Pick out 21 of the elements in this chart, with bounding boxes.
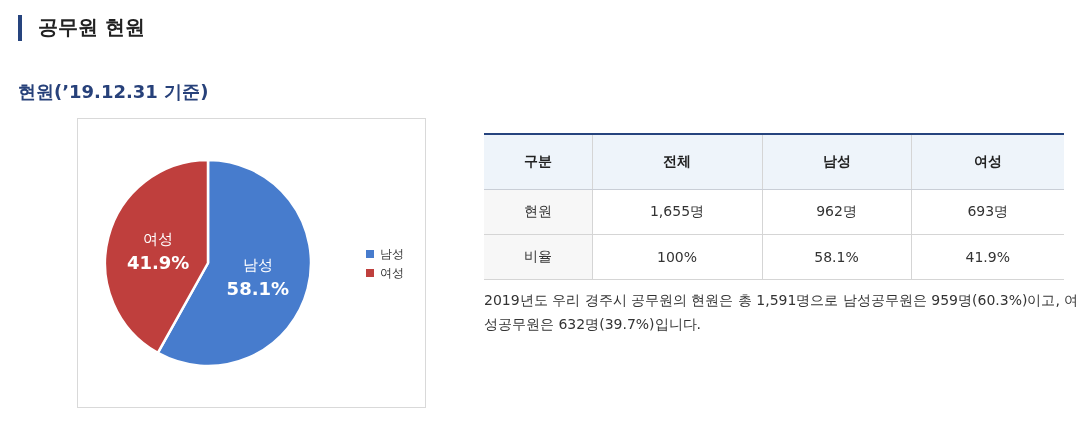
chart-title: 공무원 현원 — [38, 14, 145, 41]
text: 2019년도 우리 경주시 공무원의 현원은 총 1,591명으로 남성공무원은 959명(60.3%)이고, 여성공무원은 632명(39.7%)입니다. — [484, 291, 1080, 334]
text: 58.1% — [814, 249, 859, 265]
chart-subtitle: 현원(’19.12.31 기준) — [18, 80, 209, 104]
text: 41.9% — [965, 249, 1010, 265]
category-label: 남성 — [762, 134, 911, 190]
text: 693명 — [967, 203, 1009, 219]
slice-label: 남성 — [242, 255, 273, 274]
text: 구분 — [484, 134, 592, 190]
category-label: 비율 — [523, 248, 552, 264]
category-label: 현원 — [523, 203, 552, 219]
slice-label: 여성 — [143, 230, 174, 249]
text: 962명 — [816, 203, 857, 219]
data-label: 41.9% — [126, 252, 190, 274]
text: 1,655명 — [649, 203, 705, 219]
text: 100% — [656, 249, 698, 265]
category-label: 전체 — [592, 134, 762, 190]
category-label: 여성 — [911, 134, 1064, 190]
legend-label: 여성 — [380, 266, 404, 280]
legend-label: 남성 — [380, 247, 404, 261]
data-label: 58.1% — [226, 277, 290, 299]
